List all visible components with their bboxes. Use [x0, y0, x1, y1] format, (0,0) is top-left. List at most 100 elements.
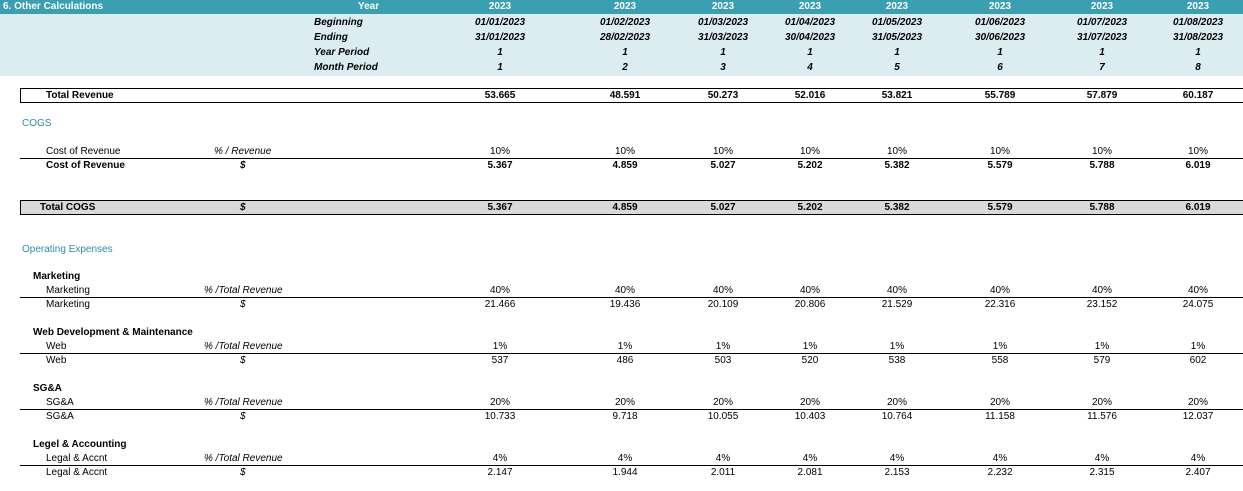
opex-amt-cell: 2.081: [797, 467, 823, 478]
year-period-cell: 1: [894, 47, 900, 58]
opex-amt-cell: 503: [714, 355, 732, 366]
opex-amt-cell: 10.055: [707, 411, 739, 422]
total-cogs-cell: 5.788: [1089, 202, 1115, 213]
opex-pct-cell: 1%: [617, 341, 633, 352]
cogs-pct-cell: 10%: [989, 146, 1010, 157]
year-label: Year: [358, 1, 380, 12]
opex-pct-cell: 20%: [1091, 397, 1112, 408]
opex-amt-cell: 11.576: [1087, 411, 1117, 422]
year-cell: 2023: [1090, 1, 1114, 12]
year-cell: 2023: [488, 1, 512, 12]
beginning-date-cell: 01/03/2023: [697, 17, 749, 28]
opex-pct-cell: 40%: [614, 285, 635, 296]
opex-amt-cell: 10.403: [794, 411, 826, 422]
opex-pct-label: Legal & Accnt: [46, 453, 108, 464]
beginning-date-cell: 01/01/2023: [474, 17, 526, 28]
cogs-section-label: COGS: [22, 118, 52, 129]
section-title: 6. Other Calculations: [3, 1, 104, 12]
month-period-cell: 6: [997, 62, 1003, 73]
opex-amt-cell: 10.733: [484, 411, 516, 422]
total-cogs-cell: 5.367: [487, 202, 513, 213]
opex-amt-cell: 486: [616, 355, 634, 366]
total-revenue-cell: 57.879: [1086, 90, 1118, 101]
year-cell: 2023: [613, 1, 637, 12]
opex-amt-unit: $: [240, 467, 246, 478]
opex-amt-cell: 2.232: [987, 467, 1013, 478]
opex-amt-cell: 579: [1093, 355, 1111, 366]
month-period-cell: 2: [622, 62, 628, 73]
opex-amt-label: Legal & Accnt: [46, 467, 108, 478]
month-period-cell: 4: [807, 62, 813, 73]
ending-date-cell: 31/05/2023: [871, 32, 923, 43]
opex-pct-cell: 40%: [989, 285, 1010, 296]
opex-amt-unit: $: [240, 355, 246, 366]
opex-amt-cell: 538: [888, 355, 906, 366]
total-revenue-cell: 53.665: [484, 90, 516, 101]
opex-pct-cell: 1%: [492, 341, 508, 352]
total-cogs-cell: 4.859: [612, 202, 638, 213]
cogs-amt-cell: 5.202: [797, 160, 823, 171]
opex-pct-cell: 20%: [989, 397, 1010, 408]
opex-pct-cell: 20%: [1187, 397, 1208, 408]
total-revenue-label: Total Revenue: [46, 90, 114, 101]
total-cogs-row: [20, 200, 1243, 215]
opex-amt-cell: 520: [801, 355, 819, 366]
opex-pct-label: SG&A: [46, 397, 74, 408]
cogs-pct-label: Cost of Revenue: [46, 146, 121, 157]
opex-amt-cell: 2.147: [487, 467, 513, 478]
beginning-date-cell: 01/04/2023: [784, 17, 836, 28]
opex-pct-cell: 4%: [802, 453, 818, 464]
opex-underline: [20, 409, 1243, 410]
opex-amt-unit: $: [240, 299, 246, 310]
opex-amt-cell: 2.407: [1185, 467, 1211, 478]
month-period-cell: 3: [720, 62, 726, 73]
year-period-label: Year Period: [314, 47, 370, 58]
cogs-underline: [20, 158, 1243, 159]
year-cell: 2023: [798, 1, 822, 12]
year-period-cell: 1: [622, 47, 628, 58]
opex-amt-cell: 12.037: [1182, 411, 1214, 422]
ending-label: Ending: [314, 32, 348, 43]
cogs-pct-cell: 10%: [886, 146, 907, 157]
opex-pct-unit: % /Total Revenue: [204, 397, 283, 408]
opex-amt-cell: 2.153: [884, 467, 910, 478]
total-cogs-cell: 5.202: [797, 202, 823, 213]
opex-pct-cell: 4%: [715, 453, 731, 464]
opex-amt-cell: 537: [491, 355, 509, 366]
total-cogs-cell: 5.579: [987, 202, 1013, 213]
year-period-cell: 1: [1195, 47, 1201, 58]
opex-pct-cell: 4%: [889, 453, 905, 464]
opex-amt-cell: 2.315: [1089, 467, 1115, 478]
cogs-amt-cell: 5.027: [710, 160, 736, 171]
opex-pct-cell: 4%: [1190, 453, 1206, 464]
opex-amt-cell: 9.718: [612, 411, 638, 422]
cogs-pct-cell: 10%: [614, 146, 635, 157]
opex-pct-cell: 1%: [715, 341, 731, 352]
year-cell: 2023: [885, 1, 909, 12]
cogs-pct-cell: 10%: [799, 146, 820, 157]
opex-amt-cell: 602: [1189, 355, 1207, 366]
year-period-cell: 1: [997, 47, 1003, 58]
opex-pct-cell: 1%: [1190, 341, 1206, 352]
opex-pct-unit: % /Total Revenue: [204, 341, 283, 352]
cogs-pct-cell: 10%: [712, 146, 733, 157]
opex-pct-cell: 40%: [1187, 285, 1208, 296]
year-cell: 2023: [1186, 1, 1210, 12]
ending-date-cell: 31/08/2023: [1172, 32, 1224, 43]
opex-pct-cell: 40%: [886, 285, 907, 296]
opex-pct-cell: 4%: [992, 453, 1008, 464]
opex-pct-cell: 20%: [712, 397, 733, 408]
year-period-cell: 1: [1099, 47, 1105, 58]
total-cogs-cell: 6.019: [1185, 202, 1211, 213]
total-cogs-label: Total COGS: [40, 202, 96, 213]
cogs-amt-cell: 5.382: [884, 160, 910, 171]
opex-underline: [20, 353, 1243, 354]
year-period-cell: 1: [497, 47, 503, 58]
opex-amt-cell: 22.316: [984, 299, 1016, 310]
ending-date-cell: 30/06/2023: [974, 32, 1026, 43]
ending-date-cell: 31/07/2023: [1076, 32, 1128, 43]
opex-pct-cell: 1%: [889, 341, 905, 352]
ending-date-cell: 31/03/2023: [697, 32, 749, 43]
opex-pct-unit: % /Total Revenue: [204, 285, 283, 296]
cogs-amt-unit: $: [240, 160, 246, 171]
